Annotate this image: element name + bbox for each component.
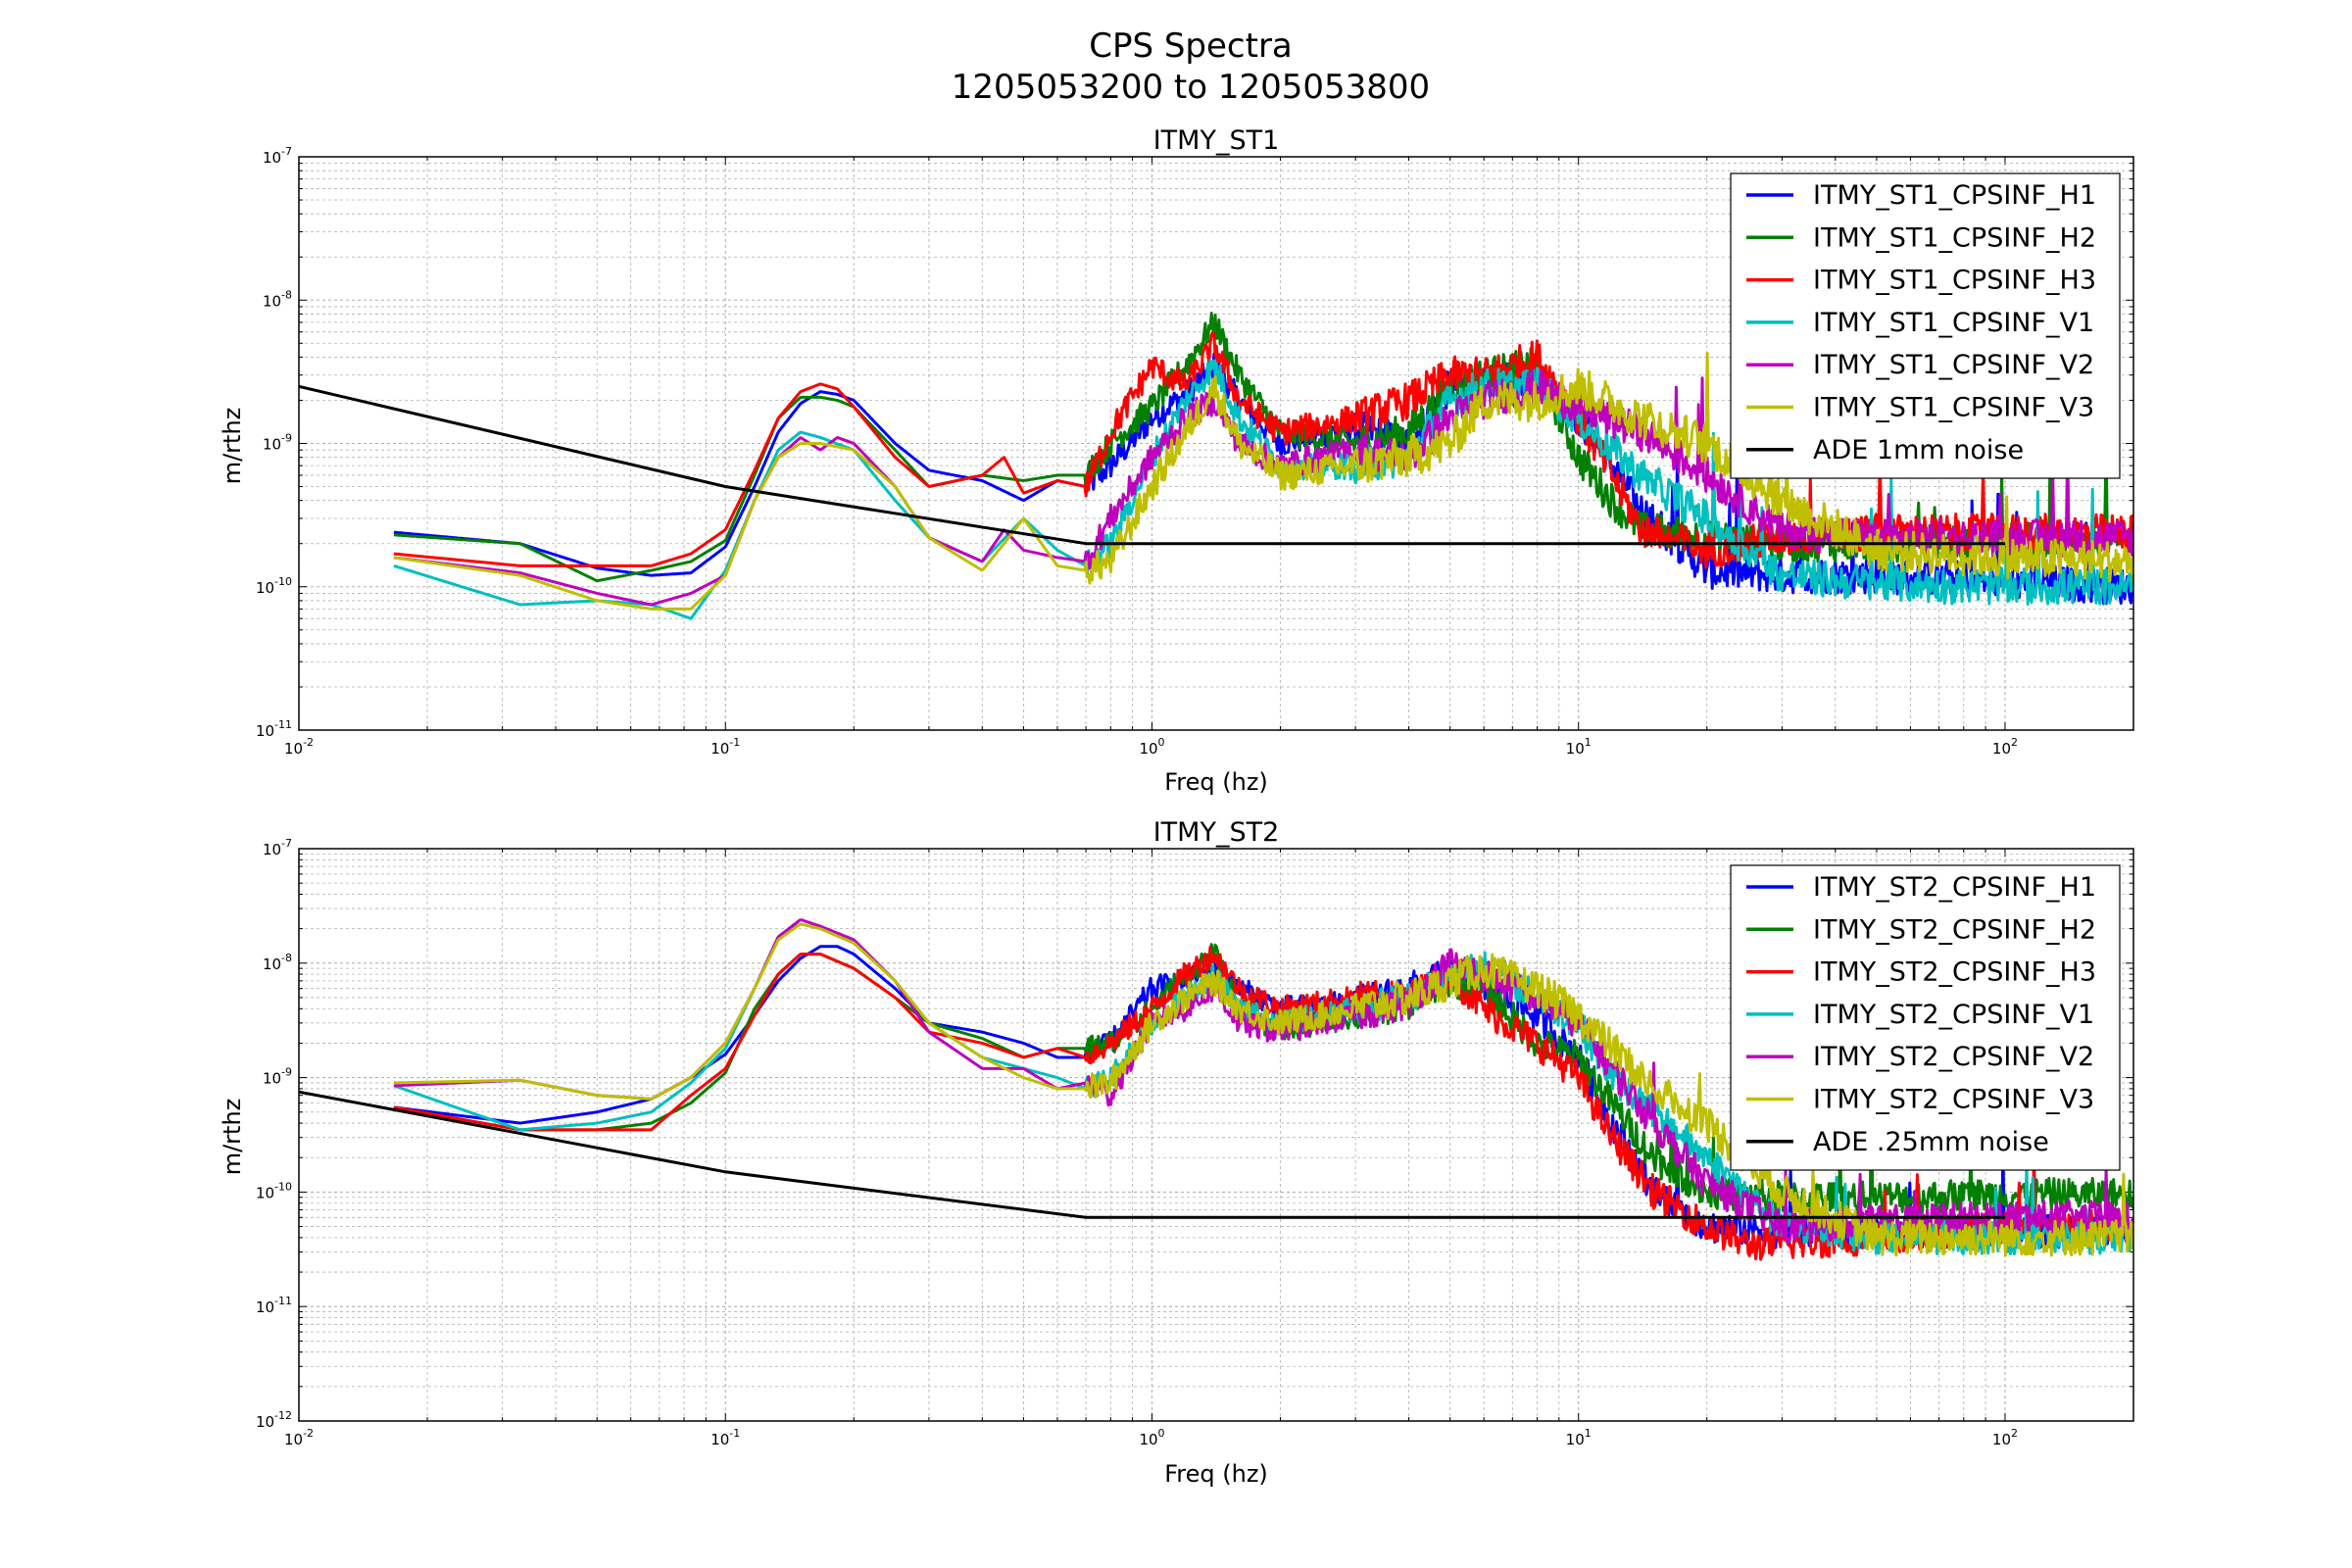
axes-frame xyxy=(298,156,2134,731)
series-line-1 xyxy=(393,352,2133,606)
x-tick-label: 102 xyxy=(1992,1427,2018,1448)
series-group xyxy=(299,312,2133,620)
legend-box xyxy=(1730,172,2121,479)
legend-entry-label: ITMY_ST1_CPSINF_H1 xyxy=(1813,180,2096,211)
legend-box xyxy=(1730,864,2121,1171)
axes-frame xyxy=(298,848,2134,1422)
series-group xyxy=(299,918,2133,1261)
legend-entry-label: ITMY_ST1_CPSINF_H2 xyxy=(1813,222,2096,253)
panel-itmy-st1: ITMY_ST1 Freq (hz) m/rthz 10-2 10-1 100 101… xyxy=(219,125,2134,796)
x-tick-label: 10-1 xyxy=(710,736,740,758)
legend: ITMY_ST1_CPSINF_H1 ITMY_ST1_CPSINF_H2 ITMY… xyxy=(1730,172,2121,479)
series-line-7 xyxy=(299,384,2005,546)
y-tick-label: 10-9 xyxy=(263,432,292,454)
y-tick-label: 10-7 xyxy=(263,837,292,858)
y-tick-label: 10-8 xyxy=(263,952,292,973)
legend-entry-label: ITMY_ST2_CPSINF_V2 xyxy=(1813,1042,2094,1072)
legend-entry-label: ITMY_ST1_CPSINF_V3 xyxy=(1813,393,2094,423)
x-axis-label: Freq (hz) xyxy=(1164,768,1268,796)
legend-entry-label: ITMY_ST1_CPSINF_V2 xyxy=(1813,350,2094,380)
y-axis-label: m/rthz xyxy=(219,1099,246,1176)
y-tick-label: 10-12 xyxy=(256,1409,292,1431)
y-tick-label: 10-11 xyxy=(256,1295,292,1316)
y-tick-label: 10-8 xyxy=(263,288,292,310)
series-line-3 xyxy=(393,946,2133,1261)
panel-title: ITMY_ST2 xyxy=(1153,817,1280,848)
series-line-6 xyxy=(393,922,2133,1257)
legend-entry-label: ADE .25mm noise xyxy=(1813,1127,2049,1157)
figure-title-line1: CPS Spectra xyxy=(1089,26,1293,66)
series-line-7 xyxy=(299,1090,2005,1219)
y-tick-label: 10-10 xyxy=(256,1180,292,1201)
legend-entry-label: ITMY_ST2_CPSINF_H3 xyxy=(1813,957,2096,988)
x-tick-label: 100 xyxy=(1139,736,1164,758)
legend-entry-label: ITMY_ST1_CPSINF_V1 xyxy=(1813,308,2094,338)
figure-title-line2: 1205053200 to 1205053800 xyxy=(952,68,1430,107)
x-tick-label: 102 xyxy=(1992,736,2018,758)
x-tick-label: 101 xyxy=(1566,1427,1592,1448)
x-tick-label: 101 xyxy=(1566,736,1592,758)
y-tick-label: 10-9 xyxy=(263,1066,292,1088)
y-tick-label: 10-10 xyxy=(256,575,292,597)
x-axis-label: Freq (hz) xyxy=(1164,1460,1268,1488)
legend-entry-label: ITMY_ST2_CPSINF_H1 xyxy=(1813,872,2096,903)
legend-entry-label: ITMY_ST2_CPSINF_V3 xyxy=(1813,1085,2094,1115)
legend-entry-label: ADE 1mm noise xyxy=(1813,435,2024,466)
panel-title: ITMY_ST1 xyxy=(1153,125,1280,156)
y-axis-label: m/rthz xyxy=(219,408,246,485)
x-tick-label: 10-2 xyxy=(284,1427,314,1448)
legend-entry-label: ITMY_ST2_CPSINF_V1 xyxy=(1813,1000,2094,1030)
series-line-6 xyxy=(393,352,2133,611)
x-tick-label: 100 xyxy=(1139,1427,1164,1448)
x-tick-label: 10-1 xyxy=(710,1427,740,1448)
y-tick-label: 10-11 xyxy=(256,718,292,740)
x-tick-label: 10-2 xyxy=(284,736,314,758)
panel-itmy-st2: ITMY_ST2 Freq (hz) m/rthz 10-2 10-1 100 101… xyxy=(219,817,2134,1488)
y-tick-label: 10-7 xyxy=(263,145,292,167)
legend: ITMY_ST2_CPSINF_H1 ITMY_ST2_CPSINF_H2 ITMY… xyxy=(1730,864,2121,1171)
legend-entry-label: ITMY_ST1_CPSINF_H3 xyxy=(1813,266,2096,296)
legend-entry-label: ITMY_ST2_CPSINF_H2 xyxy=(1813,914,2096,945)
